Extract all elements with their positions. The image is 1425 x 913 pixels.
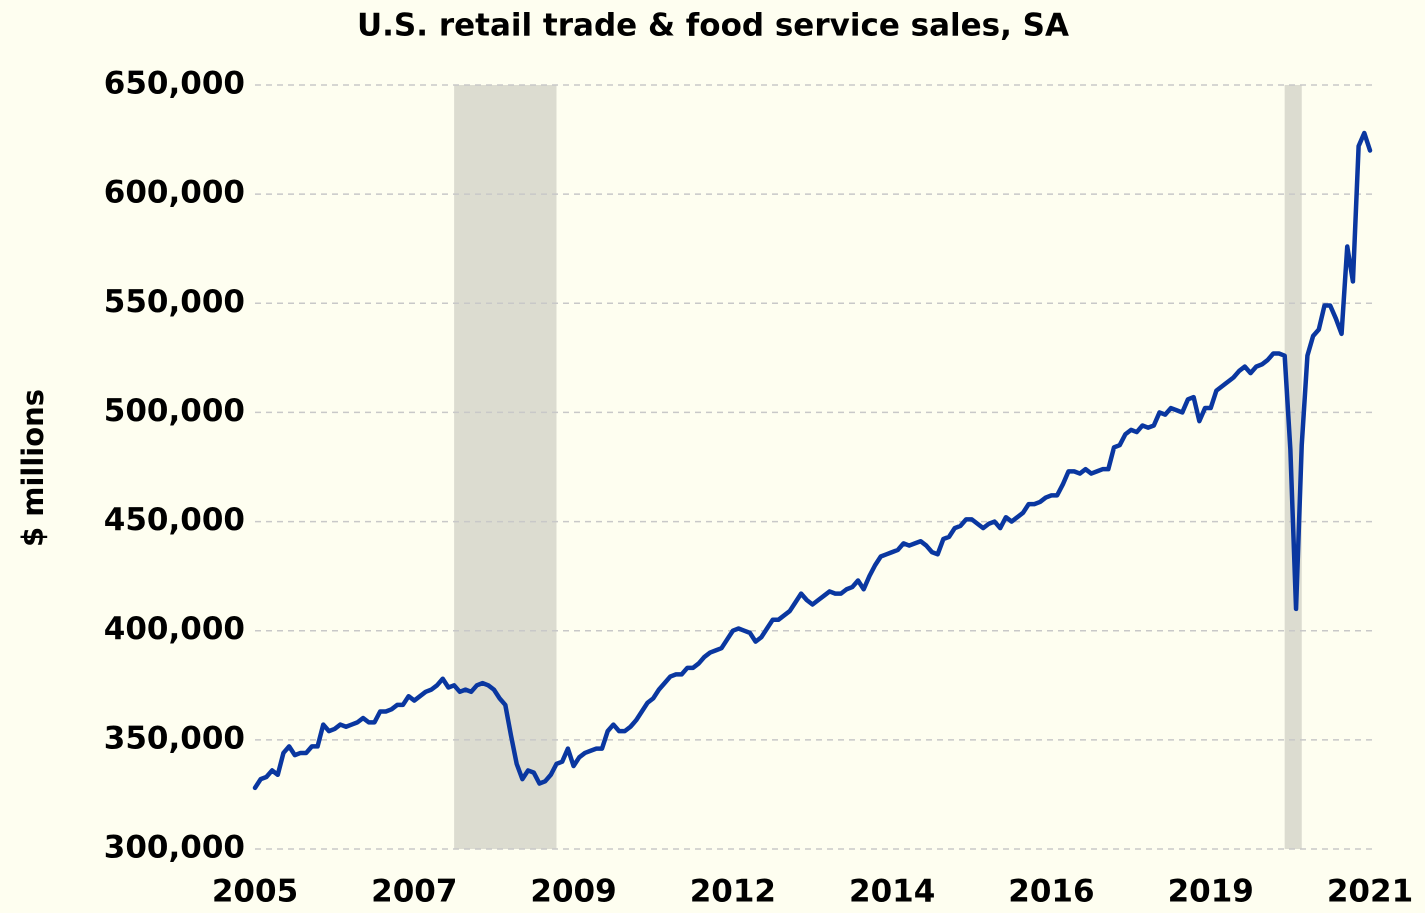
y-tick-label: 300,000 [104,830,245,866]
y-tick-label: 350,000 [104,720,245,756]
x-tick-label: 2016 [1008,874,1094,910]
x-tick-label: 2014 [849,874,935,910]
recession-band [454,85,557,849]
x-tick-label: 2005 [212,874,298,910]
x-tick-label: 2012 [690,874,776,910]
x-tick-label: 2021 [1327,874,1413,910]
y-tick-label: 550,000 [104,284,245,320]
y-tick-label: 650,000 [104,66,245,102]
y-tick-label: 450,000 [104,502,245,538]
y-tick-label: 600,000 [104,175,245,211]
y-tick-label: 400,000 [104,611,245,647]
y-axis-label: $ millions [16,389,50,547]
y-tick-label: 500,000 [104,393,245,429]
chart-title: U.S. retail trade & food service sales, … [357,8,1069,44]
x-tick-label: 2007 [371,874,457,910]
x-tick-label: 2009 [530,874,616,910]
x-tick-label: 2019 [1168,874,1254,910]
line [252,130,1373,791]
